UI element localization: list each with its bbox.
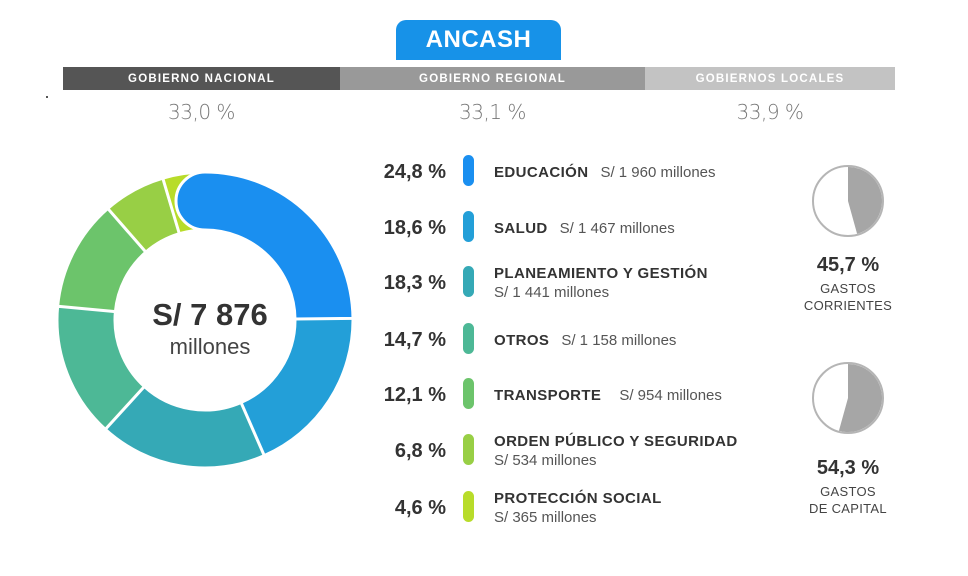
- level-national-share: 33,0 %: [168, 100, 235, 124]
- gastos-corrientes-pie: [812, 165, 884, 237]
- legend-row-salud: 18,6 % SALUD S/ 1 467 millones: [360, 205, 810, 251]
- gastos-capital-percent: 54,3 %: [816, 457, 880, 479]
- legend-amount: S/ 365 millones: [494, 509, 597, 526]
- gastos-capital-pie: [812, 362, 884, 434]
- legend-amount: S/ 954 millones: [619, 386, 722, 404]
- legend-row-orden-publico: 6,8 % ORDEN PÚBLICO Y SEGURIDAD S/ 534 mi…: [360, 428, 810, 474]
- legend-percent: 6,8 %: [394, 439, 446, 462]
- legend-color-bar: [463, 211, 474, 242]
- legend-label: EDUCACIÓN: [494, 163, 589, 181]
- legend-percent: 18,3 %: [383, 271, 446, 294]
- legend-row-proteccion-social: 4,6 % PROTECCIÓN SOCIAL S/ 365 millones: [360, 485, 810, 531]
- legend-row-otros: 14,7 % OTROS S/ 1 158 millones: [360, 317, 810, 363]
- gastos-capital-label: GASTOS DE CAPITAL: [809, 484, 887, 516]
- legend-percent: 4,6 %: [394, 496, 446, 519]
- legend-percent: 24,8 %: [383, 160, 446, 183]
- legend-color-bar: [463, 491, 474, 522]
- legend-percent: 14,7 %: [383, 328, 446, 351]
- level-regional-header: GOBIERNO REGIONAL: [340, 67, 645, 90]
- level-national-header: GOBIERNO NACIONAL: [63, 67, 340, 90]
- legend-label: OTROS: [494, 331, 550, 349]
- total-unit: millones: [169, 334, 251, 359]
- legend-row-planeamiento: 18,3 % PLANEAMIENTO Y GESTIÓN S/ 1 441 mi…: [360, 260, 810, 306]
- level-regional-share: 33,1 %: [459, 100, 526, 124]
- level-local-header: GOBIERNOS LOCALES: [645, 67, 895, 90]
- legend-label: PROTECCIÓN SOCIAL: [494, 490, 662, 507]
- gastos-corrientes-percent: 45,7 %: [816, 254, 880, 276]
- legend-row-transporte: 12,1 % TRANSPORTE S/ 954 millones: [360, 372, 810, 418]
- legend-percent: 18,6 %: [383, 216, 446, 239]
- level-local-share: 33,9 %: [736, 100, 804, 124]
- region-title: ANCASH: [396, 20, 561, 60]
- legend-amount: S/ 1 158 millones: [561, 331, 677, 349]
- legend-label: TRANSPORTE: [494, 386, 602, 404]
- legend-row-educacion: 24,8 % EDUCACIÓN S/ 1 960 millones: [360, 149, 810, 195]
- pie-slice-gastos-de-capital: [838, 364, 882, 432]
- legend-color-bar: [463, 155, 474, 186]
- pie-slice-gastos-corrientes: [848, 167, 882, 234]
- legend-color-bar: [463, 378, 474, 409]
- legend-percent: 12,1 %: [383, 383, 446, 406]
- legend-label: ORDEN PÚBLICO Y SEGURIDAD: [494, 433, 738, 450]
- legend-amount: S/ 1 960 millones: [600, 163, 716, 181]
- total-value: S/ 7 876: [152, 297, 268, 332]
- legend-amount: S/ 1 441 millones: [494, 284, 610, 301]
- donut-slice-educacion: [174, 170, 355, 321]
- stray-dot: [46, 96, 48, 98]
- legend-color-bar: [463, 323, 474, 354]
- legend-color-bar: [463, 434, 474, 465]
- gastos-corrientes-label: GASTOS CORRIENTES: [803, 281, 893, 313]
- legend-amount: S/ 1 467 millones: [559, 219, 675, 237]
- legend-amount: S/ 534 millones: [494, 452, 597, 469]
- legend-color-bar: [463, 266, 474, 297]
- budget-donut-chart: [55, 170, 355, 470]
- legend-label: PLANEAMIENTO Y GESTIÓN: [494, 265, 708, 282]
- legend-label: SALUD: [494, 219, 548, 237]
